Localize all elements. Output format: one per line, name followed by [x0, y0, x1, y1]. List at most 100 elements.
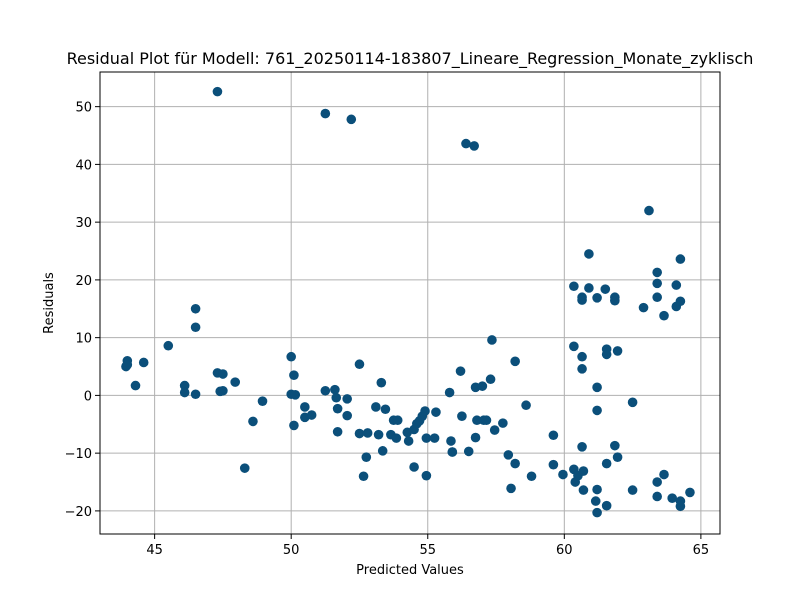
data-point — [392, 415, 403, 426]
data-point — [332, 403, 343, 414]
data-point — [218, 385, 228, 396]
y-axis-label: Residuals — [42, 272, 57, 334]
chart-title: Residual Plot für Modell: 761_20250114-1… — [67, 49, 754, 69]
data-point — [489, 425, 500, 435]
data-point — [371, 402, 381, 412]
grid-lines — [100, 72, 720, 534]
data-point — [584, 249, 594, 259]
data-point — [470, 432, 481, 443]
data-point — [354, 359, 365, 370]
data-point — [447, 447, 458, 457]
data-point — [342, 410, 352, 421]
y-tick-label: 20 — [75, 274, 92, 289]
data-point — [457, 411, 467, 421]
data-point — [376, 377, 387, 388]
data-point — [179, 380, 190, 391]
plot-frame — [99, 71, 721, 535]
data-point — [179, 387, 190, 398]
data-point — [138, 357, 149, 368]
data-points — [121, 86, 695, 518]
x-tick-label: 50 — [283, 543, 300, 558]
data-point — [354, 428, 365, 439]
data-point — [548, 430, 559, 441]
data-point — [409, 462, 419, 472]
data-point — [577, 351, 587, 362]
data-point — [685, 487, 695, 498]
data-point — [578, 485, 589, 495]
data-point — [592, 405, 602, 416]
data-point — [498, 418, 508, 428]
data-point — [652, 477, 662, 487]
data-point — [130, 380, 141, 391]
data-point — [300, 402, 310, 412]
data-point — [257, 396, 268, 406]
data-point — [477, 381, 488, 391]
data-point — [667, 493, 678, 503]
y-tick-label: −10 — [65, 447, 92, 462]
data-point — [332, 426, 343, 437]
data-point — [592, 382, 602, 393]
data-point — [163, 340, 174, 351]
data-point — [330, 384, 340, 395]
data-point — [361, 452, 372, 462]
data-point — [601, 500, 612, 511]
x-tick-label: 45 — [146, 543, 163, 558]
data-point — [122, 359, 133, 370]
data-point — [377, 446, 388, 456]
data-point — [577, 441, 587, 452]
data-point — [380, 404, 391, 415]
data-point — [627, 485, 638, 495]
data-point — [391, 433, 402, 443]
data-point — [289, 420, 299, 431]
data-point — [675, 501, 686, 512]
data-point — [652, 267, 662, 278]
data-point — [289, 370, 299, 380]
x-tick-label: 60 — [556, 543, 573, 558]
data-point — [190, 303, 201, 314]
data-point — [612, 452, 623, 462]
data-point — [644, 205, 654, 216]
data-point — [521, 400, 531, 411]
data-point — [487, 335, 497, 345]
data-point — [455, 366, 466, 376]
data-point — [506, 483, 516, 494]
y-tick-label: 50 — [75, 101, 92, 116]
data-point — [577, 295, 587, 305]
data-point — [638, 302, 649, 313]
data-point — [346, 114, 357, 125]
data-point — [671, 280, 682, 290]
data-point — [675, 254, 686, 264]
data-point — [592, 507, 602, 518]
data-point — [290, 390, 301, 400]
data-point — [218, 369, 228, 379]
data-point — [675, 296, 686, 307]
data-point — [548, 459, 559, 470]
data-point — [652, 292, 662, 303]
data-point — [558, 469, 568, 480]
data-point — [469, 141, 479, 151]
data-point — [584, 283, 594, 293]
x-tick-label: 65 — [693, 543, 710, 558]
data-point — [481, 415, 492, 426]
data-point — [429, 433, 440, 443]
axis-ticks: 45 50 55 60 65 −20 −10 0 10 20 30 40 50 — [65, 101, 710, 558]
data-point — [320, 385, 331, 396]
data-point — [601, 458, 612, 469]
data-point — [600, 284, 611, 294]
data-point — [420, 406, 430, 416]
data-point — [601, 349, 612, 360]
data-point — [659, 310, 669, 321]
data-point — [230, 377, 240, 387]
x-tick-label: 55 — [419, 543, 436, 558]
data-point — [485, 374, 496, 385]
data-point — [239, 463, 250, 473]
data-point — [444, 387, 455, 398]
data-point — [612, 346, 623, 356]
data-point — [569, 341, 579, 352]
data-point — [421, 433, 432, 443]
data-point — [358, 471, 369, 482]
data-point — [652, 491, 662, 502]
data-point — [446, 436, 456, 446]
data-point — [569, 281, 579, 292]
